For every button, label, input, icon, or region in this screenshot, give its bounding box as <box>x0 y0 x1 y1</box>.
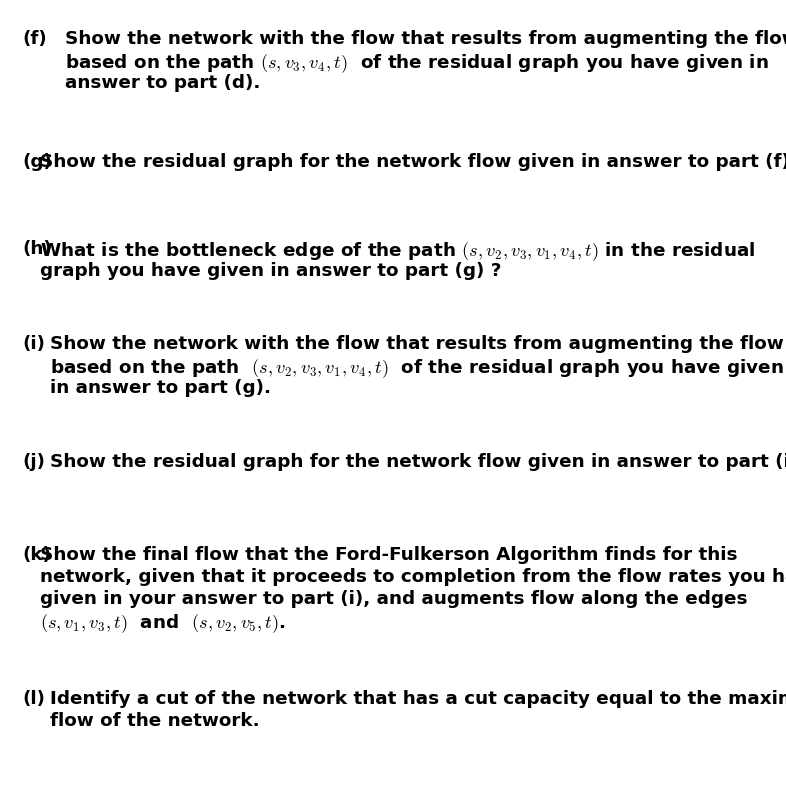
Text: (h): (h) <box>22 240 52 258</box>
Text: (l): (l) <box>22 690 45 708</box>
Text: (g): (g) <box>22 153 52 171</box>
Text: flow of the network.: flow of the network. <box>50 712 259 730</box>
Text: (f): (f) <box>22 30 46 48</box>
Text: based on the path  $(s, v_2, v_3, v_1, v_4, t)$  of the residual graph you have : based on the path $(s, v_2, v_3, v_1, v_… <box>50 357 784 380</box>
Text: in answer to part (g).: in answer to part (g). <box>50 379 271 397</box>
Text: Show the network with the flow that results from augmenting the flow: Show the network with the flow that resu… <box>50 335 784 353</box>
Text: $(s, v_1, v_3, t)$  and  $(s, v_2, v_5, t)$.: $(s, v_1, v_3, t)$ and $(s, v_2, v_5, t)… <box>40 612 285 634</box>
Text: (j): (j) <box>22 453 45 471</box>
Text: answer to part (d).: answer to part (d). <box>65 74 260 92</box>
Text: Show the final flow that the Ford-Fulkerson Algorithm finds for this: Show the final flow that the Ford-Fulker… <box>40 546 737 564</box>
Text: graph you have given in answer to part (g) ?: graph you have given in answer to part (… <box>40 262 501 280</box>
Text: (k): (k) <box>22 546 51 564</box>
Text: given in your answer to part (i), and augments flow along the edges: given in your answer to part (i), and au… <box>40 590 747 608</box>
Text: Show the residual graph for the network flow given in answer to part (i).: Show the residual graph for the network … <box>50 453 786 471</box>
Text: network, given that it proceeds to completion from the flow rates you have: network, given that it proceeds to compl… <box>40 568 786 586</box>
Text: Show the residual graph for the network flow given in answer to part (f).: Show the residual graph for the network … <box>40 153 786 171</box>
Text: Identify a cut of the network that has a cut capacity equal to the maximum: Identify a cut of the network that has a… <box>50 690 786 708</box>
Text: (i): (i) <box>22 335 45 353</box>
Text: What is the bottleneck edge of the path $(s, v_2, v_3, v_1, v_4, t)$ in the resi: What is the bottleneck edge of the path … <box>40 240 755 263</box>
Text: Show the network with the flow that results from augmenting the flow: Show the network with the flow that resu… <box>65 30 786 48</box>
Text: based on the path $(s, v_3, v_4, t)$  of the residual graph you have given in: based on the path $(s, v_3, v_4, t)$ of … <box>65 52 769 75</box>
